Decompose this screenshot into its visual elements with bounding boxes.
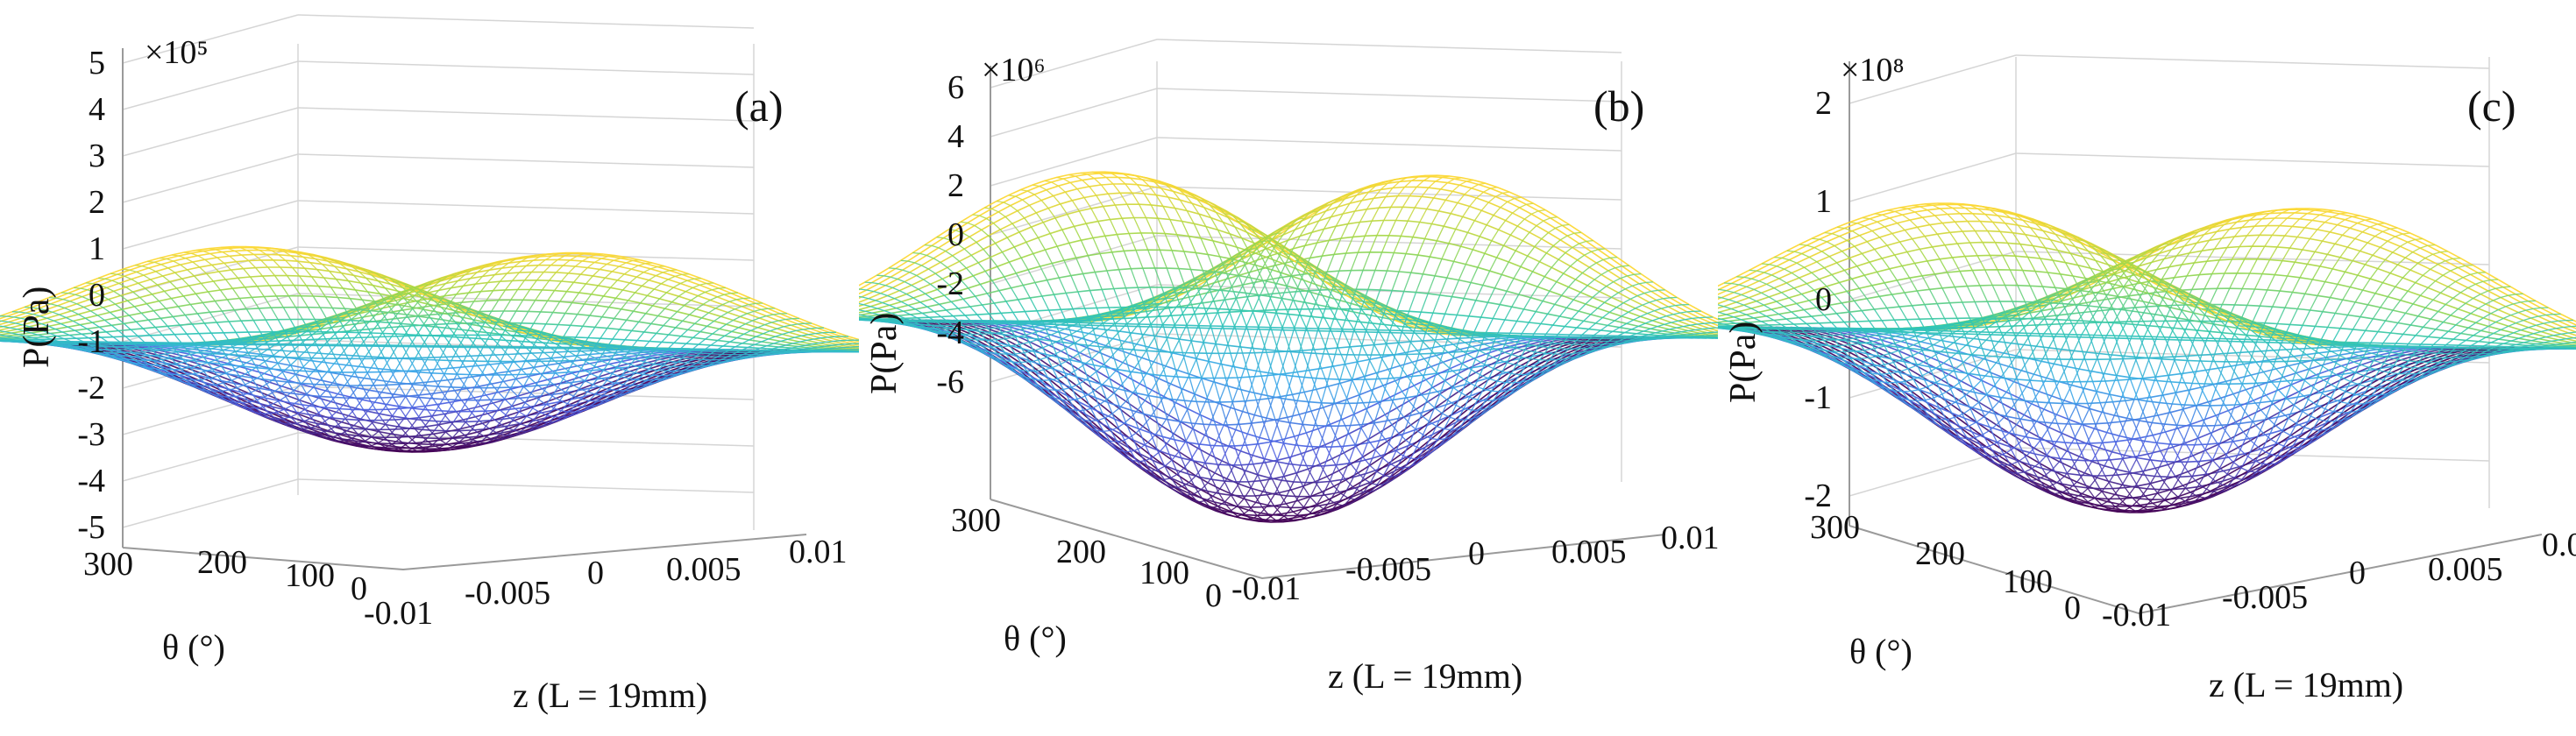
surface-plot-b bbox=[859, 39, 1718, 580]
y-tick-label: 2 bbox=[947, 167, 964, 204]
z-tick-label: -0.01 bbox=[364, 595, 434, 632]
y-tick-label: -2 bbox=[77, 370, 105, 407]
y-tick-label: -5 bbox=[77, 509, 105, 546]
theta-axis-label: θ (°) bbox=[1004, 619, 1067, 658]
y-tick-label: -4 bbox=[936, 315, 964, 351]
z-tick-label: -0.01 bbox=[2102, 597, 2172, 633]
y-tick-label: 6 bbox=[947, 69, 964, 106]
y-tick-label: 2 bbox=[1815, 85, 1832, 122]
z-tick-label: 0.01 bbox=[1661, 520, 1720, 556]
z-tick-label: -0.01 bbox=[1231, 570, 1302, 607]
y-axis-label: P(Pa) bbox=[1723, 321, 1763, 403]
theta-tick-label: 200 bbox=[197, 544, 247, 581]
y-tick-label: -1 bbox=[77, 323, 105, 360]
z-tick-label: 0.005 bbox=[1551, 534, 1627, 570]
theta-tick-label: 100 bbox=[285, 557, 335, 594]
z-tick-label: 0 bbox=[587, 555, 604, 591]
theta-tick-label: 0 bbox=[1205, 577, 1222, 614]
z-axis-label: z (L = 19mm) bbox=[1328, 656, 1523, 696]
z-tick-label: 0.005 bbox=[2428, 551, 2503, 588]
y-tick-label: 2 bbox=[89, 184, 105, 221]
theta-axis-label: θ (°) bbox=[162, 627, 225, 667]
exponent-label: ×10⁶ bbox=[982, 52, 1046, 88]
z-tick-label: 0 bbox=[2349, 555, 2366, 591]
theta-tick-label: 100 bbox=[2003, 563, 2053, 600]
z-tick-label: 0 bbox=[1468, 535, 1485, 572]
z-tick-label: 0.01 bbox=[789, 534, 848, 570]
y-tick-label: 0 bbox=[89, 277, 105, 314]
panel-c: ×10⁸ (c) P(Pa) z (L = 19mm) θ (°) 2 1 0 -1 -… bbox=[1718, 0, 2576, 736]
y-tick-label: -4 bbox=[77, 463, 105, 499]
pressure-surface bbox=[0, 245, 859, 453]
y-tick-label: -2 bbox=[1804, 478, 1832, 514]
z-tick-label: -0.005 bbox=[1345, 551, 1432, 588]
theta-tick-label: 0 bbox=[351, 570, 367, 607]
y-tick-label: 5 bbox=[89, 45, 105, 81]
theta-axis-label: θ (°) bbox=[1849, 632, 1912, 671]
panel-label: (a) bbox=[734, 81, 784, 131]
theta-tick-label: 200 bbox=[1056, 534, 1106, 570]
exponent-label: ×10⁸ bbox=[1841, 52, 1905, 88]
theta-tick-label: 100 bbox=[1139, 555, 1189, 591]
panel-label: (c) bbox=[2467, 81, 2516, 131]
z-axis-label: z (L = 19mm) bbox=[513, 676, 708, 715]
z-tick-label: -0.005 bbox=[2222, 579, 2309, 616]
exponent-label: ×10⁵ bbox=[145, 34, 209, 71]
y-tick-label: 1 bbox=[89, 230, 105, 267]
z-tick-label: 0.005 bbox=[666, 551, 742, 588]
theta-tick-label: 200 bbox=[1915, 535, 1965, 572]
z-axis-label: z (L = 19mm) bbox=[2209, 665, 2404, 704]
y-tick-label: 0 bbox=[1815, 281, 1832, 318]
y-tick-label: -1 bbox=[1804, 379, 1832, 416]
y-tick-label: 4 bbox=[947, 118, 964, 155]
y-tick-label: -6 bbox=[936, 364, 964, 400]
z-tick-label: 0.01 bbox=[2542, 527, 2576, 563]
y-tick-label: 3 bbox=[89, 138, 105, 174]
panel-label: (b) bbox=[1593, 81, 1645, 131]
y-tick-label: 4 bbox=[89, 91, 105, 128]
y-tick-label: 1 bbox=[1815, 183, 1832, 220]
surface-plot-a bbox=[0, 14, 859, 571]
panel-b: ×10⁶ (b) P(Pa) z (L = 19mm) θ (°) 6 4 2 0 -2… bbox=[859, 0, 1720, 736]
pressure-surface bbox=[859, 171, 1718, 523]
y-tick-label: 0 bbox=[947, 216, 964, 253]
z-tick-label: -0.005 bbox=[465, 575, 551, 612]
theta-tick-label: 300 bbox=[83, 546, 133, 583]
y-tick-label: -3 bbox=[77, 416, 105, 453]
theta-tick-label: 300 bbox=[951, 502, 1001, 539]
axis-box bbox=[1849, 54, 2543, 615]
pressure-surface bbox=[1718, 202, 2576, 513]
theta-tick-label: 0 bbox=[2064, 590, 2081, 626]
theta-tick-label: 300 bbox=[1810, 509, 1860, 546]
surface-plot-c bbox=[1718, 54, 2576, 615]
y-tick-label: -2 bbox=[936, 265, 964, 302]
